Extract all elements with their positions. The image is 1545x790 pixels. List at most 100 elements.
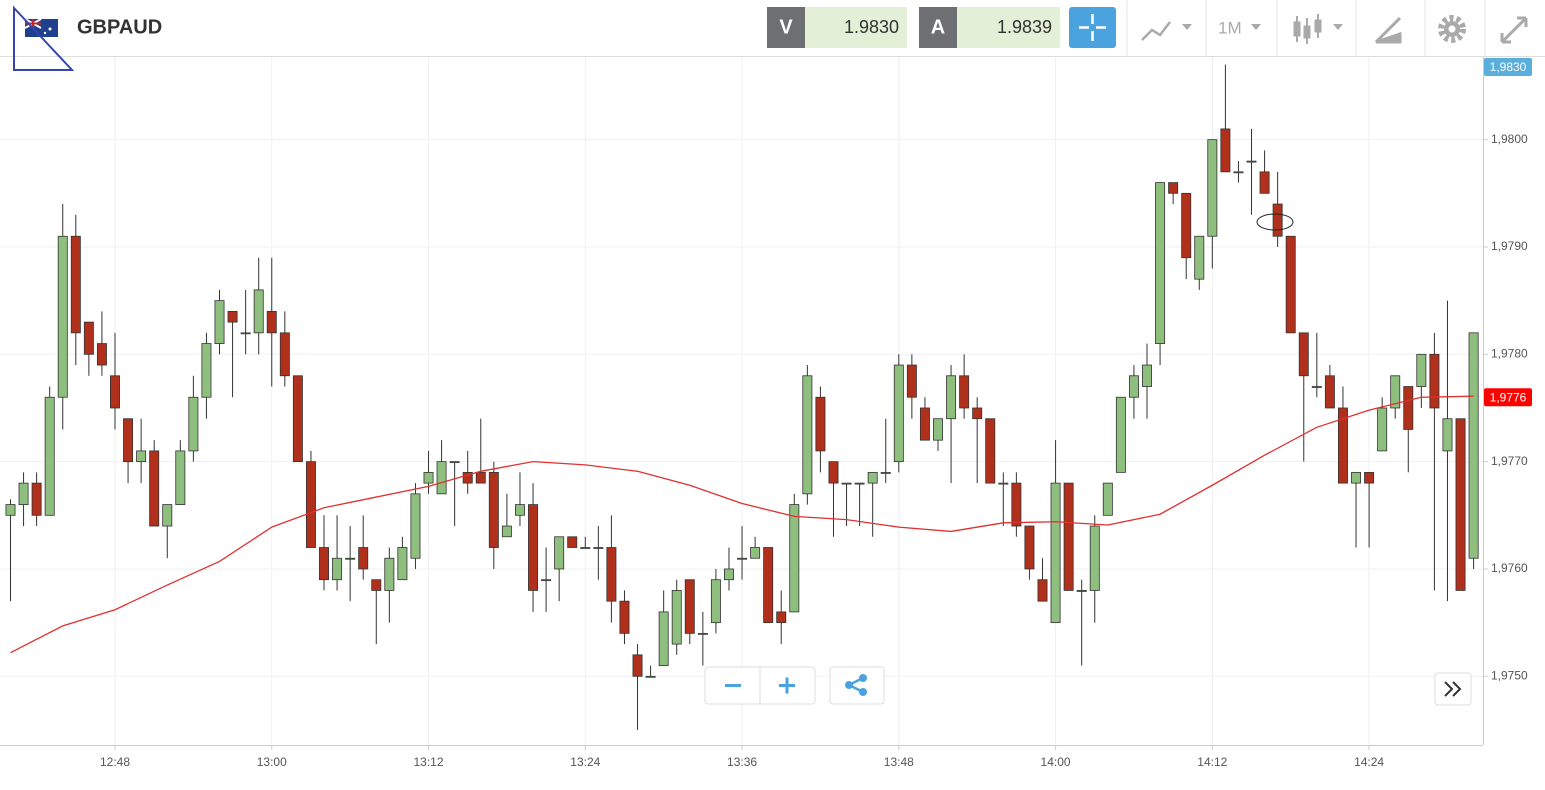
draw-tool-button[interactable] <box>1374 16 1402 44</box>
candle-body <box>724 568 734 581</box>
candle-body <box>1272 203 1283 237</box>
candle-body <box>1311 386 1322 388</box>
x-tick-label: 13:00 <box>257 755 287 769</box>
candle-body <box>1063 482 1074 591</box>
zoom-in[interactable] <box>779 677 795 694</box>
candle-body <box>828 461 839 484</box>
crosshair-icon <box>1079 14 1106 41</box>
candle-body <box>737 557 748 560</box>
candle-body <box>1285 235 1296 334</box>
candle-body <box>83 321 94 355</box>
candle-body <box>292 375 303 463</box>
timeframe[interactable]: 1M <box>1218 18 1242 37</box>
candle-type-button[interactable] <box>1293 14 1343 44</box>
candle-body <box>1220 128 1231 173</box>
candle-body <box>1364 471 1375 484</box>
x-tick-label: 12:48 <box>100 755 130 769</box>
buy-price-box[interactable] <box>957 7 1060 48</box>
candle-body <box>763 547 774 624</box>
candle-body <box>488 471 499 548</box>
candle-body <box>1207 139 1218 237</box>
fullscreen-button[interactable] <box>1500 16 1528 44</box>
candle-body <box>776 611 787 624</box>
x-tick-label: 14:24 <box>1354 755 1384 769</box>
candle-body <box>227 310 238 323</box>
price-tag <box>1484 388 1532 407</box>
candle-body <box>789 504 800 613</box>
candle-body <box>658 611 669 666</box>
candle-body <box>606 547 617 602</box>
share-button[interactable] <box>829 666 885 705</box>
buy-button[interactable] <box>919 7 957 48</box>
candle-body <box>214 300 225 344</box>
candle-body <box>475 471 486 484</box>
candle-body <box>5 504 16 516</box>
candle-body <box>96 343 107 366</box>
candle-body <box>528 504 539 591</box>
candle-body <box>18 482 29 505</box>
candle-body <box>345 557 356 560</box>
candle-body <box>959 375 970 409</box>
candle-body <box>893 364 904 463</box>
y-tick-label: 1,9770 <box>1491 454 1528 468</box>
x-tick-label: 13:48 <box>884 755 914 769</box>
scroll-right-button[interactable] <box>1434 672 1472 706</box>
candle-body <box>1011 482 1022 527</box>
candle-body <box>1076 590 1087 592</box>
candle-body <box>854 482 865 485</box>
candle-body <box>1416 353 1427 387</box>
candle-body <box>802 375 813 495</box>
candle-body <box>201 343 212 398</box>
chart-type-button[interactable] <box>1141 21 1192 41</box>
buy-label: A <box>931 16 945 38</box>
candle-body <box>279 332 290 377</box>
candle-body <box>240 332 251 335</box>
candle-body <box>57 235 68 398</box>
candle-body <box>149 450 160 527</box>
candle-body <box>175 450 186 505</box>
candle-body <box>933 418 943 441</box>
sell-price-box[interactable] <box>805 7 907 48</box>
candle-body <box>1351 471 1361 484</box>
candle-body <box>1298 332 1309 377</box>
candle-body <box>1115 396 1126 473</box>
crosshair-button[interactable] <box>1069 7 1116 48</box>
candle-body <box>162 504 173 527</box>
candle-body <box>710 579 721 624</box>
candle-body <box>815 396 826 452</box>
candle-body <box>332 557 343 581</box>
candle-body <box>1024 525 1035 570</box>
candle-body <box>1194 235 1205 280</box>
candle-body <box>266 310 277 334</box>
candle-body <box>462 471 473 484</box>
candle-body <box>449 461 460 464</box>
plot-area: 1,9750 1,9760 1,9770 1,9780 1,9790 1,9800 12:4… <box>0 57 1532 769</box>
y-tick-label: 1,9750 <box>1491 668 1528 682</box>
settings-button[interactable] <box>1438 15 1466 43</box>
price-tag <box>1484 58 1532 76</box>
candle-body <box>750 547 761 559</box>
candle-body <box>423 471 434 484</box>
candle-body <box>305 461 316 548</box>
candle-body <box>1089 525 1100 591</box>
candle-body <box>619 600 630 634</box>
sell-button[interactable] <box>767 7 805 48</box>
candle-body <box>684 579 695 634</box>
symbol: GBPAUD <box>77 16 162 38</box>
candle-body <box>1168 182 1179 194</box>
candle-body <box>580 547 591 549</box>
y-tick-label: 1,9780 <box>1491 346 1528 360</box>
candle-body <box>136 450 147 463</box>
candle-body <box>1037 579 1048 602</box>
candle-body <box>1142 364 1152 387</box>
candle-body <box>436 461 447 495</box>
candle-body <box>1259 171 1270 194</box>
drawn-ellipse <box>1256 213 1294 231</box>
candle-body <box>1128 375 1139 398</box>
candle-body <box>919 407 930 441</box>
candle-body <box>188 396 199 452</box>
price-tag-label: 1,9830 <box>1490 60 1527 74</box>
sell-price: 1.9830 <box>844 17 899 37</box>
candle-body <box>319 547 329 581</box>
